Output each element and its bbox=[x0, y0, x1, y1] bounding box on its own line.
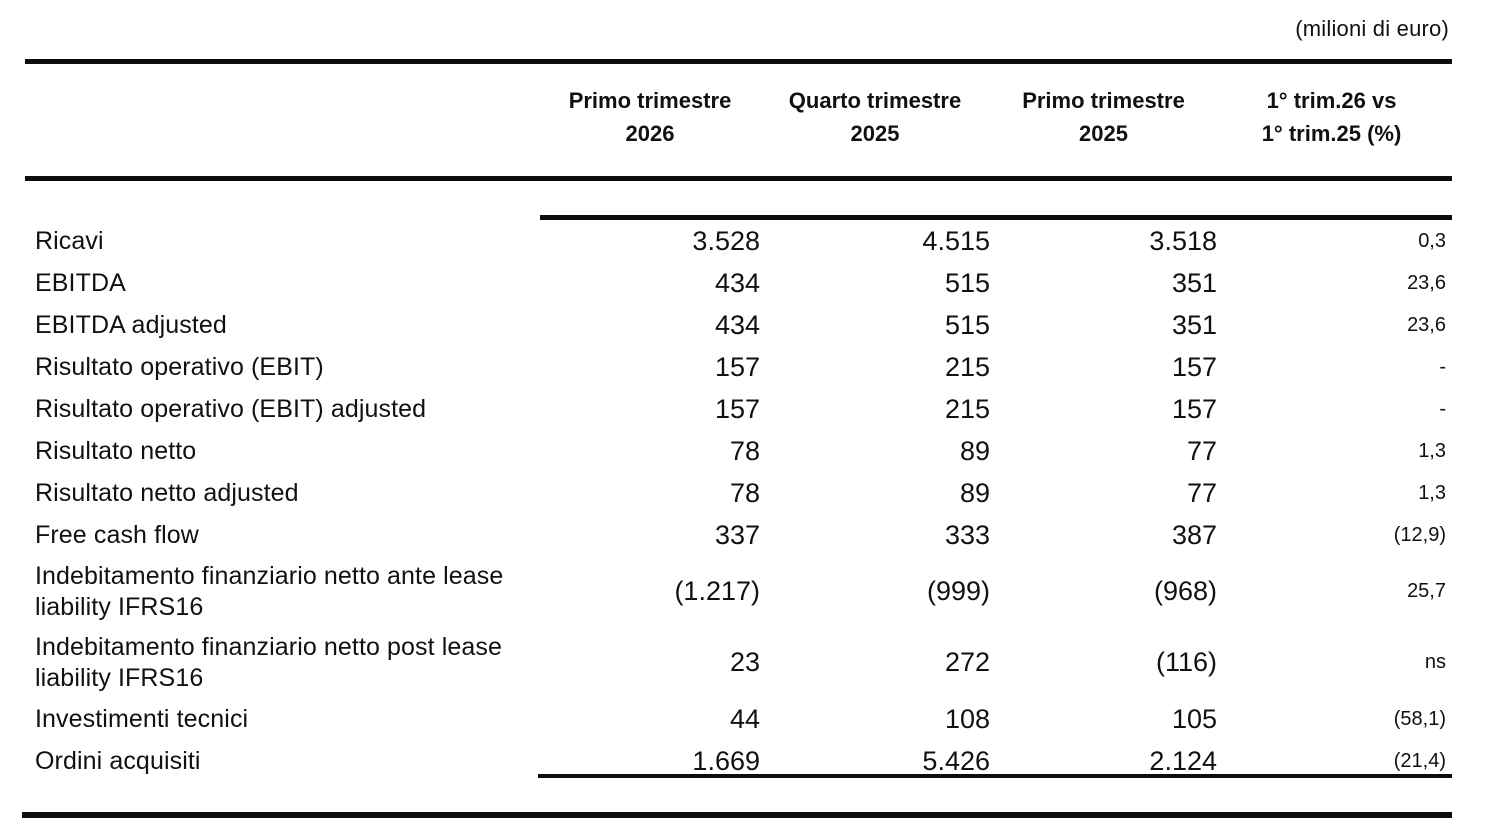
table-row-ebit: Risultato operativo (EBIT) 157 215 157 - bbox=[35, 346, 1446, 388]
column-header-variance: 1° trim.26 vs 1° trim.25 (%) bbox=[1217, 84, 1446, 150]
row-label: EBITDA adjusted bbox=[35, 310, 227, 339]
cell-value: (12,9) bbox=[1393, 523, 1446, 546]
cell-value: 4.515 bbox=[922, 225, 990, 256]
table-row-investimenti-tecnici: Investimenti tecnici 44 108 105 (58,1) bbox=[35, 698, 1446, 740]
column-header-line: 2025 bbox=[1079, 121, 1128, 146]
cell-value: 333 bbox=[944, 519, 990, 550]
cell-value: - bbox=[1439, 355, 1446, 378]
table-row-ebit-adjusted: Risultato operativo (EBIT) adjusted 157 … bbox=[35, 388, 1446, 430]
table-row-indebitamento-post-ifrs16: Indebitamento finanziario netto post lea… bbox=[35, 627, 1446, 698]
data-top-rule bbox=[540, 215, 1452, 220]
cell-value: 2.124 bbox=[1149, 745, 1217, 776]
header-label-spacer bbox=[35, 84, 540, 150]
column-header-q1-2026: Primo trimestre 2026 bbox=[540, 84, 760, 150]
table-row-ordini-acquisiti: Ordini acquisiti 1.669 5.426 2.124 (21,4… bbox=[35, 740, 1446, 782]
cell-value: 23,6 bbox=[1407, 313, 1446, 336]
cell-value: 3.518 bbox=[1149, 225, 1217, 256]
cell-value: 434 bbox=[714, 267, 760, 298]
table-body: Ricavi 3.528 4.515 3.518 0,3 EBITDA 434 … bbox=[35, 220, 1446, 782]
cell-value: 23,6 bbox=[1407, 271, 1446, 294]
cell-value: 108 bbox=[944, 703, 990, 734]
table-row-risultato-netto: Risultato netto 78 89 77 1,3 bbox=[35, 430, 1446, 472]
cell-value: 387 bbox=[1171, 519, 1217, 550]
cell-value: 44 bbox=[729, 703, 760, 734]
table-row-indebitamento-ante-ifrs16: Indebitamento finanziario netto ante lea… bbox=[35, 556, 1446, 627]
row-label: Risultato netto bbox=[35, 436, 197, 465]
table-row-ebitda: EBITDA 434 515 351 23,6 bbox=[35, 262, 1446, 304]
column-header-line: 1° trim.26 vs bbox=[1266, 88, 1397, 113]
cell-value: 5.426 bbox=[922, 745, 990, 776]
cell-value: 78 bbox=[729, 477, 760, 508]
cell-value: - bbox=[1439, 397, 1446, 420]
row-label: Indebitamento finanziario netto ante lea… bbox=[35, 561, 504, 621]
bottom-rule bbox=[22, 812, 1452, 818]
column-header-q1-2025: Primo trimestre 2025 bbox=[990, 84, 1217, 150]
cell-value: 0,3 bbox=[1418, 229, 1446, 252]
row-label: Ricavi bbox=[35, 226, 104, 255]
cell-value: 337 bbox=[714, 519, 760, 550]
cell-value: 272 bbox=[944, 647, 990, 677]
cell-value: 25,7 bbox=[1407, 580, 1446, 602]
cell-value: 434 bbox=[714, 309, 760, 340]
cell-value: (968) bbox=[1153, 576, 1217, 606]
column-header-line: Primo trimestre bbox=[1022, 88, 1185, 113]
cell-value: (58,1) bbox=[1393, 707, 1446, 730]
row-label: Risultato netto adjusted bbox=[35, 478, 299, 507]
cell-value: (999) bbox=[926, 576, 990, 606]
table-row-ricavi: Ricavi 3.528 4.515 3.518 0,3 bbox=[35, 220, 1446, 262]
cell-value: 157 bbox=[714, 393, 760, 424]
table-row-free-cash-flow: Free cash flow 337 333 387 (12,9) bbox=[35, 514, 1446, 556]
cell-value: 89 bbox=[959, 477, 990, 508]
cell-value: 1,3 bbox=[1418, 439, 1446, 462]
cell-value: 215 bbox=[944, 393, 990, 424]
top-rule bbox=[25, 59, 1452, 64]
cell-value: 1,3 bbox=[1418, 481, 1446, 504]
row-label: Risultato operativo (EBIT) bbox=[35, 352, 324, 381]
row-label: Ordini acquisiti bbox=[35, 746, 201, 775]
cell-value: 77 bbox=[1186, 435, 1217, 466]
column-header-line: Primo trimestre bbox=[568, 88, 732, 113]
row-label: Indebitamento finanziario netto post lea… bbox=[35, 632, 503, 692]
cell-value: 78 bbox=[729, 435, 760, 466]
cell-value: ns bbox=[1424, 651, 1446, 673]
cell-value: (116) bbox=[1155, 647, 1217, 677]
row-label: Investimenti tecnici bbox=[35, 704, 249, 733]
cell-value: (1.217) bbox=[674, 576, 760, 606]
table-row-ebitda-adjusted: EBITDA adjusted 434 515 351 23,6 bbox=[35, 304, 1446, 346]
column-header-line: 1° trim.25 (%) bbox=[1261, 121, 1402, 146]
table-header-row: Primo trimestre 2026 Quarto trimestre 20… bbox=[35, 84, 1446, 150]
column-header-q4-2025: Quarto trimestre 2025 bbox=[760, 84, 990, 150]
table-row-risultato-netto-adjusted: Risultato netto adjusted 78 89 77 1,3 bbox=[35, 472, 1446, 514]
cell-value: 515 bbox=[944, 309, 990, 340]
cell-value: 157 bbox=[1171, 393, 1217, 424]
cell-value: 157 bbox=[1171, 351, 1217, 382]
cell-value: 351 bbox=[1171, 267, 1217, 298]
header-bottom-rule bbox=[25, 176, 1452, 181]
cell-value: 23 bbox=[729, 647, 760, 677]
column-header-line: 2025 bbox=[850, 121, 900, 146]
cell-value: 89 bbox=[959, 435, 990, 466]
row-label: EBITDA bbox=[35, 268, 126, 297]
cell-value: 515 bbox=[944, 267, 990, 298]
column-header-line: 2026 bbox=[625, 121, 675, 146]
cell-value: 1.669 bbox=[692, 745, 760, 776]
cell-value: 351 bbox=[1171, 309, 1217, 340]
row-label: Free cash flow bbox=[35, 520, 199, 549]
row-label: Risultato operativo (EBIT) adjusted bbox=[35, 394, 427, 423]
cell-value: 215 bbox=[944, 351, 990, 382]
cell-value: 105 bbox=[1171, 703, 1217, 734]
cell-value: 3.528 bbox=[692, 225, 760, 256]
cell-value: 77 bbox=[1186, 477, 1217, 508]
unit-note: (milioni di euro) bbox=[1295, 16, 1449, 41]
cell-value: 157 bbox=[714, 351, 760, 382]
data-bottom-rule bbox=[538, 774, 1452, 778]
column-header-line: Quarto trimestre bbox=[788, 88, 962, 113]
cell-value: (21,4) bbox=[1393, 749, 1446, 772]
